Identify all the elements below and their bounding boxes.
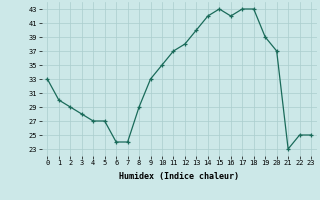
X-axis label: Humidex (Indice chaleur): Humidex (Indice chaleur) [119, 172, 239, 181]
